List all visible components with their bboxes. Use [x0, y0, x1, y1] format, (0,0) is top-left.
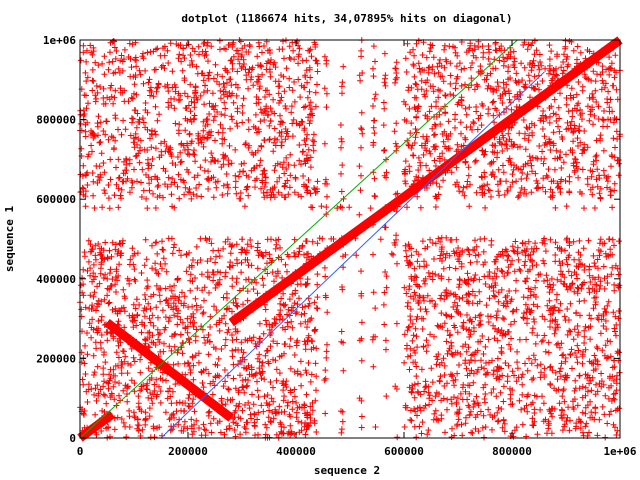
diagonal-segment	[228, 36, 623, 327]
chart-title: dotplot (1186674 hits, 34,07895% hits on…	[181, 12, 512, 25]
x-axis-label: sequence 2	[314, 464, 380, 477]
y-tick-label: 0	[69, 432, 76, 445]
y-tick-label: 200000	[36, 352, 76, 365]
hit-points	[77, 37, 623, 441]
y-axis-label: sequence 1	[3, 206, 16, 273]
y-tick-label: 600000	[36, 193, 76, 206]
inverted-segment	[104, 319, 234, 422]
x-tick-label: 800000	[492, 445, 532, 458]
x-tick-label: 200000	[168, 445, 208, 458]
plot-frame	[79, 39, 621, 439]
x-tick-label: 1e+06	[603, 445, 636, 458]
x-tick-label: 0	[77, 445, 84, 458]
axis-ticks: 0 200000 400000 600000 800000 1e+06 0 200000 400…	[36, 34, 637, 458]
diagonal-segment	[77, 410, 116, 442]
diagonal-segments	[77, 36, 623, 442]
hit-point-field	[77, 37, 623, 441]
x-tick-label: 600000	[384, 445, 424, 458]
y-tick-label: 1e+06	[43, 34, 76, 47]
guide-line	[79, 39, 518, 439]
guide-line	[160, 71, 545, 439]
y-tick-label: 400000	[36, 273, 76, 286]
x-tick-label: 400000	[276, 445, 316, 458]
guide-lines	[79, 39, 545, 439]
y-tick-label: 800000	[36, 114, 76, 127]
